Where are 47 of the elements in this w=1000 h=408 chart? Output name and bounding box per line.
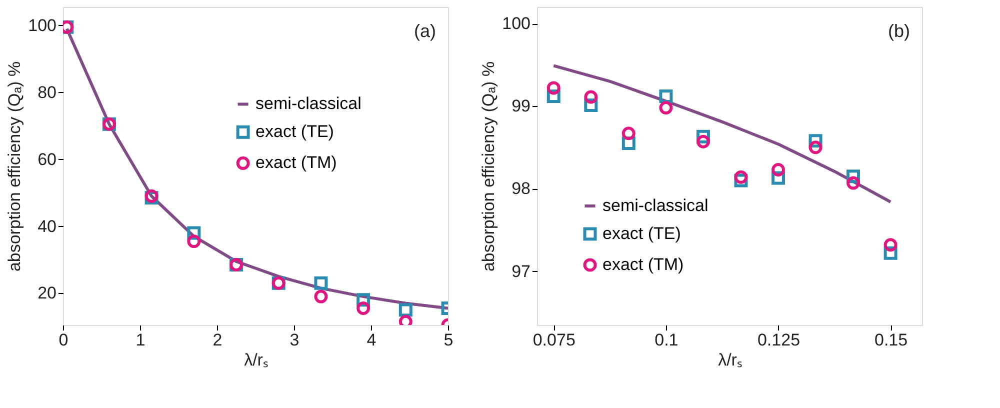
point (696, 134, 710, 148)
legend-label: semi-classical (256, 94, 362, 114)
x-tick-label: 0.075 (532, 330, 576, 350)
x-tick-label: 3 (290, 330, 300, 350)
y-tick-label: 99 (512, 96, 530, 116)
point (808, 140, 822, 154)
legend-label: semi-classical (602, 196, 708, 215)
point (314, 290, 328, 304)
y-axis-title: absorption efficiency (Qₐ) % (5, 61, 24, 272)
y-tick-label: 97 (512, 262, 530, 281)
point (622, 126, 636, 140)
point (546, 81, 560, 95)
x-tick-label: 2 (212, 330, 222, 350)
legend-label: exact (TE) (256, 122, 334, 142)
point (772, 162, 785, 176)
y-tick-label: 20 (38, 284, 56, 303)
x-tick-label: 0.15 (874, 330, 908, 350)
point (846, 176, 860, 190)
point (734, 170, 748, 184)
x-tick-label: 5 (444, 330, 454, 350)
y-tick-label: 60 (38, 150, 56, 169)
annotation: (b) (888, 21, 910, 41)
y-tick-label: 98 (512, 179, 530, 198)
point (584, 90, 598, 104)
legend-label: exact (TM) (256, 153, 337, 172)
x-axis-title: λ/rₛ (244, 350, 268, 370)
point (659, 89, 673, 103)
x-tick-label: 0.1 (654, 330, 678, 350)
x-tick-label: 4 (366, 330, 376, 350)
point (884, 238, 898, 252)
x-tick-label: 0.125 (757, 330, 800, 350)
x-tick-label: 1 (136, 330, 146, 350)
y-tick-label: 80 (38, 82, 56, 102)
annotation: (a) (414, 21, 436, 41)
point (356, 302, 370, 315)
y-tick-label: 40 (38, 216, 56, 236)
y-axis-title: absorption efficiency (Qₐ) % (479, 61, 498, 272)
y-tick-label: 100 (28, 16, 56, 35)
legend-label: exact (TM) (602, 254, 684, 274)
point (187, 234, 201, 248)
x-axis-title: λ/rₛ (718, 350, 742, 370)
point (659, 101, 673, 114)
y-tick-label: 100 (502, 14, 530, 34)
legend-label: exact (TE) (602, 224, 681, 243)
point (398, 303, 412, 317)
point (314, 276, 328, 290)
x-tick-label: 0 (58, 330, 68, 350)
